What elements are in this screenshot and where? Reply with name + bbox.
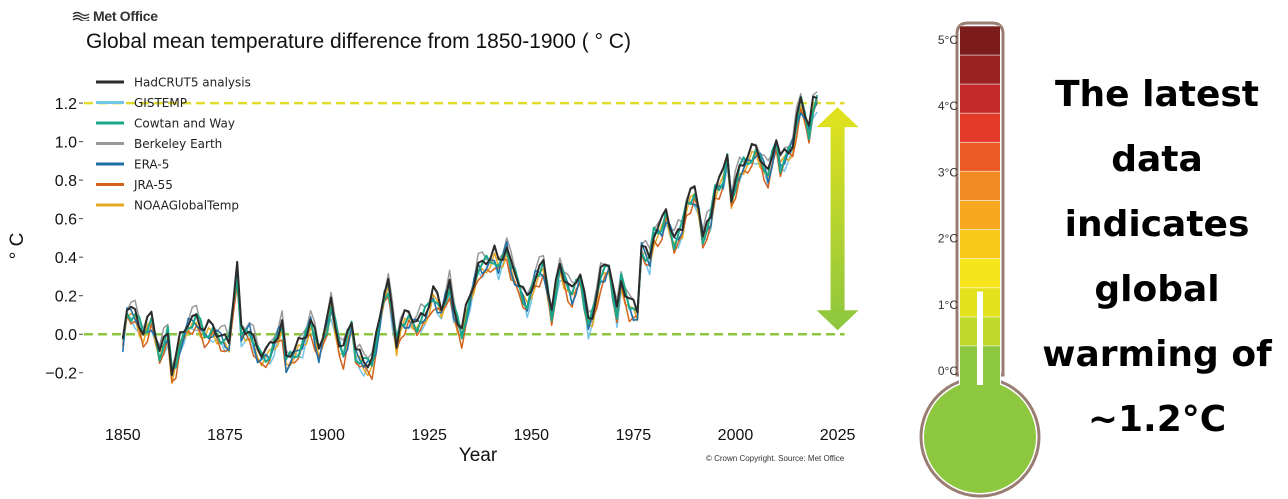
series-lines xyxy=(121,91,819,385)
y-tick-label: −0.2 xyxy=(45,366,77,383)
copyright-note: © Crown Copyright. Source: Met Office xyxy=(706,454,845,463)
legend-label: Berkeley Earth xyxy=(134,137,222,151)
x-axis-label: Year xyxy=(459,445,498,466)
series-line xyxy=(121,95,818,377)
headline-line: warming of xyxy=(1042,334,1272,375)
series-line xyxy=(121,94,819,370)
legend-label: JRA-55 xyxy=(133,178,173,192)
thermometer-segment xyxy=(960,55,1000,85)
thermometer-segment xyxy=(960,258,1000,289)
thermometer-label: 2°C xyxy=(938,232,958,246)
thermometer-label: 1°C xyxy=(938,298,958,312)
legend-label: Cowtan and Way xyxy=(134,117,235,131)
met-office-logo: Met Office xyxy=(72,8,158,24)
x-tick-label: 1875 xyxy=(207,427,243,444)
x-tick-label: 2000 xyxy=(718,427,754,444)
headline-line: The latest xyxy=(1054,74,1260,115)
thermometer-label: 5°C xyxy=(938,33,958,47)
legend-label: NOAAGlobalTemp xyxy=(134,199,239,213)
headline-line: global xyxy=(1094,269,1220,310)
y-axis-ticks: −0.2 0.0 0.2 0.4 0.6 0.8 1.0 1.2 xyxy=(45,96,83,383)
thermometer-segment xyxy=(960,200,1000,231)
legend-label: GISTEMP xyxy=(134,96,187,110)
x-tick-label: 1925 xyxy=(411,427,447,444)
double-arrow-icon xyxy=(816,107,859,331)
thermometer: 5°C 4°C 3°C 2°C 1°C 0°C xyxy=(919,21,1041,498)
headline-text: The latest data indicates global warming… xyxy=(1028,62,1286,452)
thermometer-bulb xyxy=(924,381,1036,493)
y-tick-label: 0.8 xyxy=(55,173,77,190)
brand-name: Met Office xyxy=(93,8,158,24)
thermometer-label: 3°C xyxy=(938,165,958,179)
met-office-logo-icon xyxy=(72,11,90,21)
thermometer-segment xyxy=(960,171,1000,201)
headline-line: ~1.2°C xyxy=(1087,399,1227,440)
thermometer-segment xyxy=(960,142,1000,172)
headline-line: data xyxy=(1111,139,1203,180)
x-tick-label: 1975 xyxy=(616,427,652,444)
series-line xyxy=(122,102,818,385)
chart-title: Global mean temperature difference from … xyxy=(86,30,631,53)
y-tick-label: 0.2 xyxy=(55,289,77,306)
headline-line: indicates xyxy=(1064,204,1250,245)
y-tick-label: 0.4 xyxy=(55,250,77,267)
thermometer-mercury xyxy=(977,291,983,385)
y-tick-label: 1.2 xyxy=(55,96,77,113)
thermometer-segment xyxy=(960,229,1000,260)
warming-arrow xyxy=(816,107,859,331)
x-tick-label: 1850 xyxy=(105,427,141,444)
legend: HadCRUT5 analysis GISTEMP Cowtan and Way Be… xyxy=(96,76,251,213)
thermometer-label: 4°C xyxy=(938,99,958,113)
series-line xyxy=(122,91,818,371)
y-axis-label: ° C xyxy=(7,233,28,260)
x-tick-label: 1950 xyxy=(513,427,549,444)
thermometer-segment xyxy=(960,26,1000,56)
thermometer-label: 0°C xyxy=(938,364,958,378)
y-tick-label: 0.6 xyxy=(55,212,77,229)
thermometer-segment xyxy=(960,113,1000,143)
x-tick-label: 1900 xyxy=(309,427,345,444)
x-tick-label: 2025 xyxy=(820,427,856,444)
x-axis-ticks: 1850 1875 1900 1925 1950 1975 2000 2025 xyxy=(105,427,855,444)
y-tick-label: 0.0 xyxy=(55,327,77,344)
thermometer-segment xyxy=(960,84,1000,114)
legend-label: HadCRUT5 analysis xyxy=(134,76,251,90)
y-tick-label: 1.0 xyxy=(55,135,77,152)
legend-label: ERA-5 xyxy=(134,158,169,172)
